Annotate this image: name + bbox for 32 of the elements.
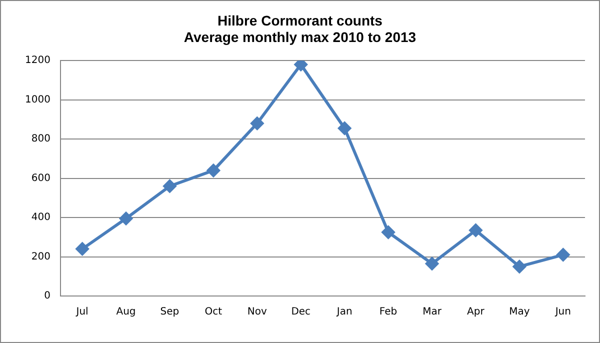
y-tick-label: 400: [31, 212, 50, 224]
point: [556, 248, 570, 262]
x-tick-label: Nov: [247, 306, 267, 318]
y-tick-label: 0: [44, 290, 50, 302]
point: [294, 60, 308, 72]
x-tick-label: Jan: [336, 306, 352, 318]
x-tick-label: Oct: [204, 306, 222, 318]
y-tick-label: 600: [31, 172, 50, 184]
y-tick-label: 800: [31, 134, 50, 145]
x-tick-label: Mar: [422, 306, 442, 318]
point: [512, 260, 526, 274]
chart-title: Hilbre Cormorant counts Average monthly max 2010 to 2013: [184, 12, 416, 46]
x-tick-label: Apr: [467, 306, 486, 318]
point: [338, 122, 352, 135]
x-tick-label: Aug: [116, 306, 136, 318]
point: [163, 180, 176, 193]
x-tick-label: Jun: [554, 306, 571, 318]
x-tick-label: Feb: [379, 306, 398, 318]
point: [426, 257, 439, 270]
y-tick-label: 200: [31, 251, 50, 262]
point: [206, 164, 220, 177]
point: [76, 242, 89, 256]
point: [469, 224, 482, 237]
point: [382, 226, 395, 239]
point: [250, 116, 264, 130]
point: [120, 212, 133, 226]
y-tick-label: 1000: [24, 94, 50, 106]
y-tick-label: 1200: [24, 55, 50, 66]
x-tick-label: Sep: [160, 306, 180, 318]
x-tick-label: Jul: [75, 306, 88, 318]
x-tick-label: Dec: [291, 306, 311, 318]
x-tick-label: May: [509, 306, 530, 318]
